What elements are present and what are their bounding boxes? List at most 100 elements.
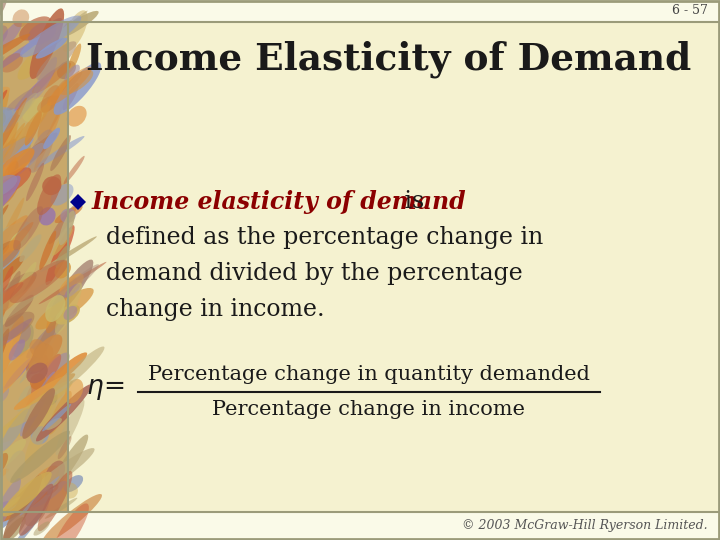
Ellipse shape bbox=[65, 284, 80, 298]
Ellipse shape bbox=[0, 139, 17, 202]
Ellipse shape bbox=[39, 262, 107, 304]
Ellipse shape bbox=[0, 148, 35, 181]
Ellipse shape bbox=[24, 492, 50, 526]
Ellipse shape bbox=[53, 11, 99, 40]
Ellipse shape bbox=[0, 175, 17, 199]
Ellipse shape bbox=[57, 60, 76, 79]
Ellipse shape bbox=[0, 312, 35, 341]
Ellipse shape bbox=[40, 231, 56, 270]
Ellipse shape bbox=[10, 260, 68, 303]
Ellipse shape bbox=[0, 495, 35, 537]
Ellipse shape bbox=[32, 343, 53, 363]
Ellipse shape bbox=[26, 313, 70, 359]
Ellipse shape bbox=[55, 400, 84, 455]
Ellipse shape bbox=[1, 271, 21, 315]
Ellipse shape bbox=[0, 478, 21, 538]
Text: © 2003 McGraw-Hill Ryerson Limited.: © 2003 McGraw-Hill Ryerson Limited. bbox=[462, 519, 708, 532]
Ellipse shape bbox=[33, 11, 88, 58]
Ellipse shape bbox=[67, 106, 86, 127]
Bar bbox=[0, 0, 720, 22]
Text: Income Elasticity of Demand: Income Elasticity of Demand bbox=[86, 40, 691, 78]
Ellipse shape bbox=[43, 127, 60, 149]
Ellipse shape bbox=[0, 221, 30, 261]
Ellipse shape bbox=[40, 85, 60, 113]
Ellipse shape bbox=[44, 461, 65, 489]
Ellipse shape bbox=[55, 282, 82, 334]
Ellipse shape bbox=[25, 402, 55, 464]
Ellipse shape bbox=[51, 503, 89, 540]
Ellipse shape bbox=[48, 264, 99, 307]
Ellipse shape bbox=[25, 354, 61, 406]
Ellipse shape bbox=[45, 498, 77, 519]
Ellipse shape bbox=[19, 16, 51, 40]
Ellipse shape bbox=[0, 22, 22, 49]
Ellipse shape bbox=[9, 380, 73, 428]
Ellipse shape bbox=[0, 198, 24, 257]
Ellipse shape bbox=[0, 107, 12, 127]
Ellipse shape bbox=[0, 249, 19, 277]
Ellipse shape bbox=[6, 112, 28, 153]
Ellipse shape bbox=[34, 107, 62, 171]
Ellipse shape bbox=[0, 474, 53, 521]
Ellipse shape bbox=[60, 208, 76, 223]
Ellipse shape bbox=[45, 295, 66, 322]
Ellipse shape bbox=[6, 86, 40, 111]
Text: demand divided by the percentage: demand divided by the percentage bbox=[106, 262, 523, 285]
Ellipse shape bbox=[0, 161, 19, 218]
Ellipse shape bbox=[68, 44, 81, 73]
Ellipse shape bbox=[54, 20, 71, 45]
Ellipse shape bbox=[19, 476, 60, 516]
Ellipse shape bbox=[0, 402, 53, 443]
Ellipse shape bbox=[24, 111, 42, 146]
Ellipse shape bbox=[0, 276, 35, 327]
Ellipse shape bbox=[32, 63, 71, 93]
Ellipse shape bbox=[45, 484, 58, 495]
Ellipse shape bbox=[45, 353, 70, 379]
Ellipse shape bbox=[30, 448, 94, 496]
Ellipse shape bbox=[30, 374, 46, 390]
Ellipse shape bbox=[42, 404, 71, 431]
Ellipse shape bbox=[32, 481, 66, 508]
Ellipse shape bbox=[0, 33, 6, 60]
Bar bbox=[0, 512, 720, 540]
Ellipse shape bbox=[0, 255, 24, 288]
Ellipse shape bbox=[12, 323, 34, 357]
Ellipse shape bbox=[1, 53, 23, 72]
Ellipse shape bbox=[14, 373, 75, 410]
Ellipse shape bbox=[7, 508, 46, 540]
Ellipse shape bbox=[0, 98, 27, 164]
Ellipse shape bbox=[0, 181, 18, 207]
Ellipse shape bbox=[27, 363, 48, 383]
Ellipse shape bbox=[55, 205, 83, 223]
Ellipse shape bbox=[0, 87, 10, 109]
Ellipse shape bbox=[30, 339, 47, 358]
Ellipse shape bbox=[29, 334, 63, 372]
Ellipse shape bbox=[46, 18, 62, 29]
Text: Percentage change in income: Percentage change in income bbox=[212, 400, 526, 419]
Ellipse shape bbox=[60, 70, 94, 95]
Ellipse shape bbox=[0, 319, 32, 352]
Ellipse shape bbox=[0, 137, 34, 180]
Ellipse shape bbox=[22, 388, 55, 439]
Ellipse shape bbox=[50, 184, 73, 206]
Ellipse shape bbox=[14, 70, 55, 111]
Ellipse shape bbox=[62, 482, 78, 498]
Ellipse shape bbox=[28, 130, 53, 173]
Ellipse shape bbox=[52, 228, 73, 256]
Ellipse shape bbox=[44, 353, 87, 389]
Ellipse shape bbox=[0, 114, 18, 171]
Text: Percentage change in quantity demanded: Percentage change in quantity demanded bbox=[148, 365, 590, 384]
Ellipse shape bbox=[22, 97, 51, 122]
Ellipse shape bbox=[20, 372, 55, 436]
Ellipse shape bbox=[65, 379, 84, 403]
Ellipse shape bbox=[21, 474, 48, 514]
Ellipse shape bbox=[59, 211, 75, 245]
Ellipse shape bbox=[55, 245, 70, 268]
Ellipse shape bbox=[36, 38, 68, 59]
Ellipse shape bbox=[26, 312, 60, 378]
Ellipse shape bbox=[19, 484, 53, 536]
Ellipse shape bbox=[5, 295, 34, 327]
Ellipse shape bbox=[55, 261, 71, 279]
Text: defined as the percentage change in: defined as the percentage change in bbox=[106, 226, 544, 249]
Ellipse shape bbox=[48, 204, 77, 244]
